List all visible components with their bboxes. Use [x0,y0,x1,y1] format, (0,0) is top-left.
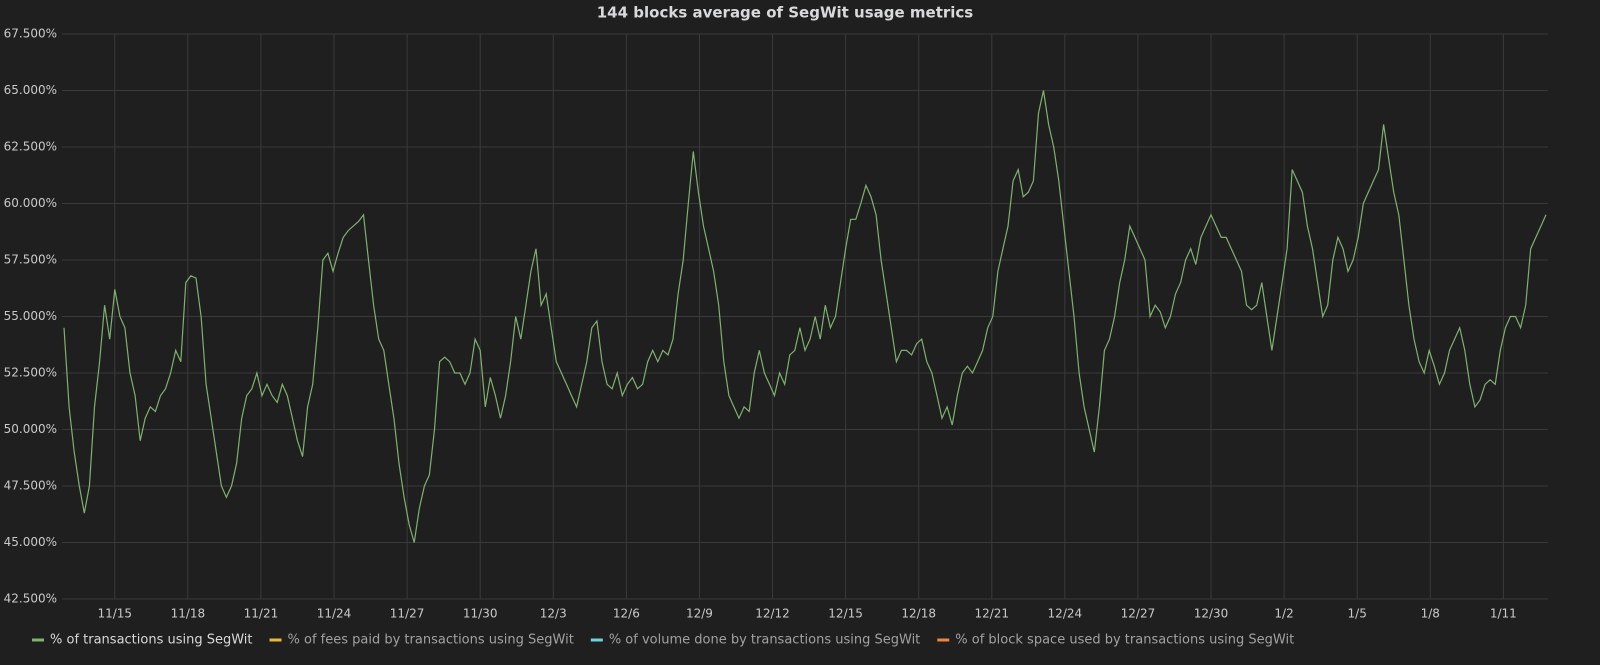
x-tick-label: 11/21 [244,607,279,621]
legend-swatch [32,638,44,642]
y-tick-label: 52.500% [4,366,57,380]
y-tick-label: 67.500% [4,27,57,41]
x-tick-label: 1/8 [1421,607,1440,621]
y-tick-label: 55.000% [4,309,57,323]
x-tick-label: 11/30 [463,607,498,621]
y-tick-label: 62.500% [4,140,57,154]
legend-label: % of volume done by transactions using S… [609,633,920,648]
x-tick-label: 12/12 [755,607,790,621]
y-tick-label: 60.000% [4,196,57,210]
x-tick-label: 12/30 [1194,607,1229,621]
x-tick-label: 12/27 [1121,607,1156,621]
legend-label: % of fees paid by transactions using Seg… [288,633,574,648]
y-tick-label: 42.500% [4,592,57,606]
x-tick-label: 12/15 [828,607,863,621]
x-tick-label: 11/27 [390,607,425,621]
x-tick-label: 1/2 [1274,607,1293,621]
legend-label: % of block space used by transactions us… [955,633,1294,648]
legend-swatch [269,638,282,642]
legend-swatch [937,638,950,642]
x-tick-label: 11/18 [171,607,206,621]
x-tick-label: 12/18 [901,607,936,621]
x-tick-label: 11/15 [97,607,132,621]
y-tick-label: 57.500% [4,253,57,267]
y-tick-label: 50.000% [4,422,57,436]
x-tick-label: 12/24 [1048,607,1083,621]
x-tick-label: 11/24 [317,607,352,621]
y-tick-label: 45.000% [4,535,57,549]
y-tick-label: 47.500% [4,479,57,493]
x-tick-label: 12/9 [686,607,713,621]
series-line [63,90,1547,543]
x-tick-label: 1/11 [1490,607,1517,621]
legend-swatch [590,638,603,642]
x-tick-label: 12/6 [613,607,640,621]
legend-label: % of transactions using SegWit [50,633,253,648]
y-tick-label: 65.000% [4,83,57,97]
x-tick-label: 12/3 [540,607,567,621]
x-tick-label: 12/21 [974,607,1009,621]
x-tick-label: 1/5 [1348,607,1367,621]
chart-title: 144 blocks average of SegWit usage metri… [597,4,974,22]
